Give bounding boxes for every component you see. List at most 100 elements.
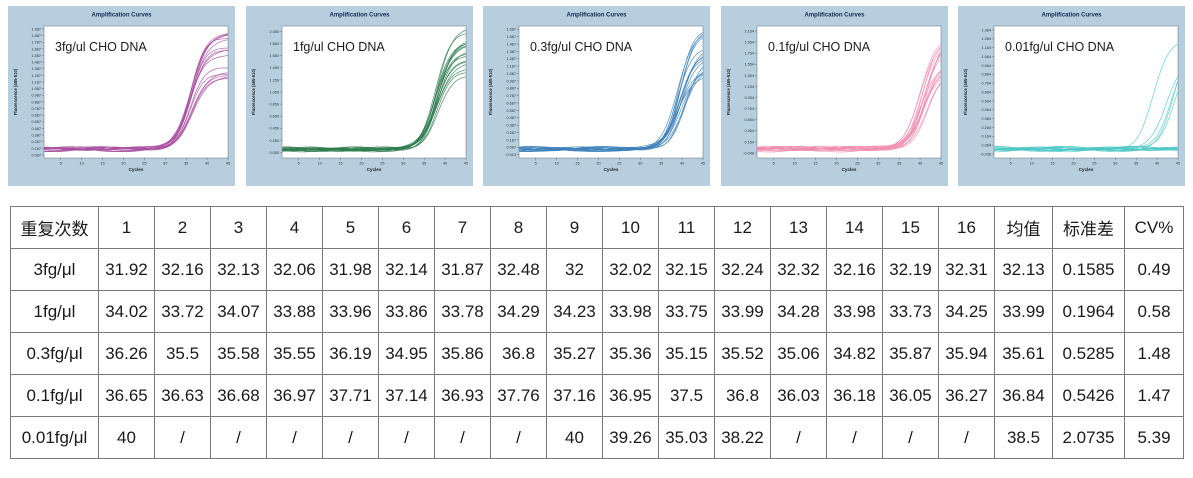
y-tick-label: 0.650	[269, 115, 279, 119]
y-tick-label: 0.850	[269, 103, 279, 107]
ct-value-cell: 36.97	[266, 374, 323, 417]
y-axis-label: Fluorescence (465-510)	[488, 68, 493, 115]
y-tick-label: 0.687	[506, 101, 516, 105]
table-row: 0.01fg/μl 40// / / / //40 39.26 35.03 38.22// //3…	[10, 416, 1184, 459]
y-tick-label: 1.387	[506, 50, 516, 54]
x-tick-label: 5	[60, 162, 62, 166]
x-tick-label: 45	[938, 162, 942, 166]
ct-value-cell: 36.63	[154, 374, 211, 417]
x-axis-label: Cycles	[1079, 167, 1094, 172]
x-tick-label: 10	[555, 162, 559, 166]
amplification-curve	[44, 47, 228, 151]
y-tick-label: 1.487	[506, 42, 516, 46]
ct-value-cell: 33.99	[714, 290, 771, 333]
y-tick-label: 0.487	[31, 127, 41, 131]
y-tick-label: 0.987	[506, 79, 516, 83]
ct-value-cell: 36.65	[98, 374, 155, 417]
y-tick-label: 1.587	[31, 54, 41, 58]
y-tick-label: 0.754	[744, 107, 754, 111]
ct-value-cell: 32.24	[714, 248, 771, 291]
ct-value-cell: 32.02	[602, 248, 659, 291]
y-tick-label: 0.787	[506, 94, 516, 98]
ct-value-cell: /	[154, 416, 211, 459]
header-cell: 标准差	[1052, 206, 1125, 249]
curves-group	[756, 44, 941, 153]
header-cell: 均值	[994, 206, 1053, 249]
amplification-curve	[281, 43, 466, 153]
y-axis-label: Fluorescence (465-510)	[963, 68, 968, 115]
x-tick-label: 25	[380, 162, 384, 166]
ct-value-cell: 33.98	[826, 290, 883, 333]
ct-value-cell: 35.61	[994, 332, 1053, 375]
ct-value-cell: 35.94	[938, 332, 995, 375]
x-tick-label: 45	[1176, 162, 1180, 166]
y-tick-label: 1.450	[269, 66, 279, 70]
y-tick-label: 0.864	[981, 73, 991, 77]
x-tick-label: 20	[121, 162, 125, 166]
ct-value-cell: 0.1964	[1052, 290, 1125, 333]
ct-value-cell: 40	[98, 416, 155, 459]
y-tick-label: 1.087	[31, 87, 41, 91]
row-label: 0.01fg/μl	[10, 416, 99, 459]
x-tick-label: 30	[163, 162, 167, 166]
y-tick-label: 0.554	[744, 118, 754, 122]
ct-value-cell: 36.05	[882, 374, 939, 417]
amplification-chart-panel: Amplification Curves 1.987 1.887 1.787 1.687…	[8, 6, 235, 186]
ct-value-cell: /	[322, 416, 379, 459]
ct-value-cell: /	[210, 416, 267, 459]
panel-annotation: 0.01fg/ul CHO DNA	[1005, 40, 1115, 54]
y-tick-label: 1.687	[31, 47, 41, 51]
y-tick-label: 0.087	[31, 153, 41, 157]
x-tick-label: 15	[1050, 162, 1054, 166]
chart-title: Amplification Curves	[91, 13, 152, 19]
y-tick-label: 1.354	[744, 74, 754, 78]
x-tick-label: 30	[876, 162, 880, 166]
curves-group	[281, 29, 466, 153]
ct-value-cell: 36.18	[826, 374, 883, 417]
header-cell: CV%	[1124, 206, 1184, 249]
y-tick-label: 1.754	[744, 52, 754, 56]
ct-value-cell: 32.31	[938, 248, 995, 291]
amplification-curve	[519, 73, 703, 152]
y-tick-label: 0.364	[981, 117, 991, 121]
ct-value-cell: 35.87	[882, 332, 939, 375]
amplification-curve	[519, 66, 703, 152]
x-tick-label: 45	[463, 162, 467, 166]
ct-value-cell: 31.98	[322, 248, 379, 291]
y-tick-label: 0.050	[269, 151, 279, 155]
ct-value-cell: 38.5	[994, 416, 1053, 459]
x-tick-label: 45	[701, 162, 705, 166]
amplification-curve	[519, 59, 703, 150]
ct-value-cell: 36.26	[98, 332, 155, 375]
ct-value-cell: 34.25	[938, 290, 995, 333]
curves-group	[44, 33, 228, 153]
y-tick-label: 1.187	[31, 80, 41, 84]
ct-value-cell: 34.02	[98, 290, 155, 333]
table-header-row: 重复次数 1 2 3 4 5 6 7 8 9 10 11 12 13 14 15 16 均值 标准差 CV%	[10, 206, 1184, 249]
y-tick-label: -0.036	[980, 152, 991, 156]
y-axis-label: Fluorescence (465-510)	[251, 68, 256, 115]
ct-value-cell: 40	[546, 416, 603, 459]
ct-value-cell: 36.19	[322, 332, 379, 375]
ct-value-cell: /	[938, 416, 995, 459]
y-tick-label: 1.287	[506, 57, 516, 61]
y-tick-label: 0.787	[31, 107, 41, 111]
y-tick-label: 0.954	[744, 96, 754, 100]
y-tick-label: 1.487	[31, 61, 41, 65]
amplification-curve	[519, 53, 703, 152]
panel-annotation: 0.1fg/ul CHO DNA	[768, 40, 871, 54]
y-tick-label: 0.187	[506, 138, 516, 142]
x-axis-label: Cycles	[604, 167, 619, 172]
amplification-curve	[519, 73, 703, 150]
plot-area	[993, 25, 1179, 159]
x-tick-label: 35	[659, 162, 663, 166]
ct-value-cell: /	[882, 416, 939, 459]
header-cell: 7	[434, 206, 491, 249]
ct-value-cell: 33.96	[322, 290, 379, 333]
x-tick-label: 5	[535, 162, 537, 166]
ct-value-cell: 34.82	[826, 332, 883, 375]
ct-value-cell: 32.13	[210, 248, 267, 291]
header-cell: 5	[322, 206, 379, 249]
amplification-chart-panel: Amplification Curves 1.687 1.587 1.487 1.387…	[483, 6, 710, 186]
y-tick-label: 0.664	[981, 90, 991, 94]
